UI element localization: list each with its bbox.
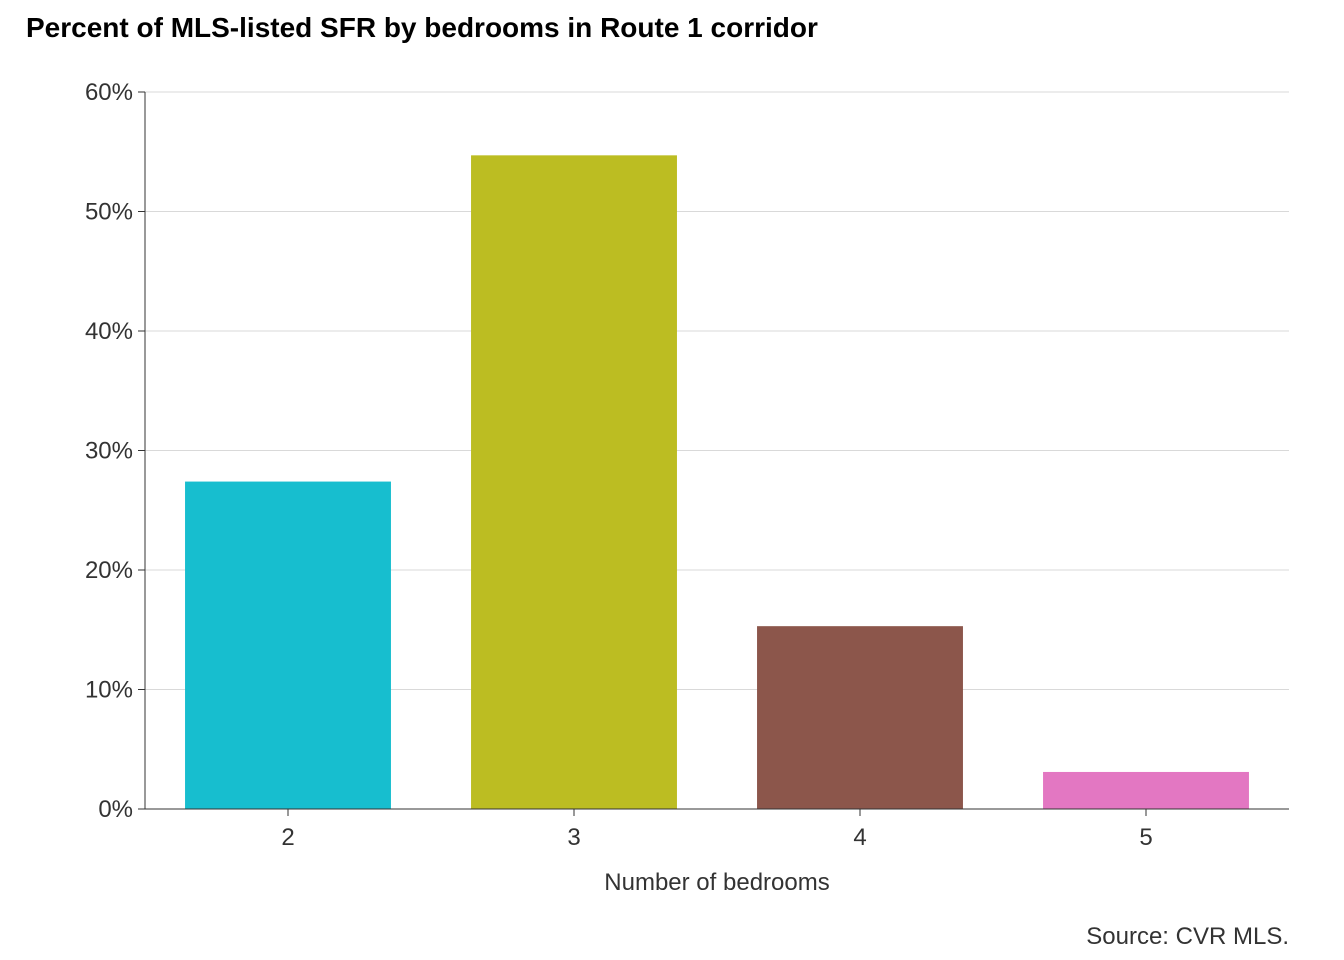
chart-title: Percent of MLS-listed SFR by bedrooms in… <box>26 12 818 43</box>
bars <box>185 155 1249 809</box>
y-tick-label: 30% <box>85 438 133 465</box>
y-tick-label: 0% <box>98 796 133 823</box>
y-tick-label: 50% <box>85 199 133 226</box>
x-tick-label: 2 <box>281 824 294 851</box>
axes <box>138 91 1289 816</box>
x-tick-label: 3 <box>567 824 580 851</box>
axis-labels: 0% 10% 20% 30% 40% 50% 60% 2 3 4 5 <box>85 79 1153 851</box>
x-axis-title: Number of bedrooms <box>604 869 829 896</box>
y-tick-label: 10% <box>85 677 133 704</box>
bar-2 <box>185 481 391 809</box>
bar-4 <box>757 626 963 809</box>
x-tick-label: 5 <box>1139 824 1152 851</box>
y-tick-label: 20% <box>85 557 133 584</box>
x-tick-label: 4 <box>853 824 866 851</box>
bar-5 <box>1043 771 1249 809</box>
y-tick-label: 60% <box>85 79 133 106</box>
y-tick-label: 40% <box>85 318 133 345</box>
source-caption: Source: CVR MLS. <box>1086 923 1289 950</box>
bar-3 <box>471 155 677 809</box>
